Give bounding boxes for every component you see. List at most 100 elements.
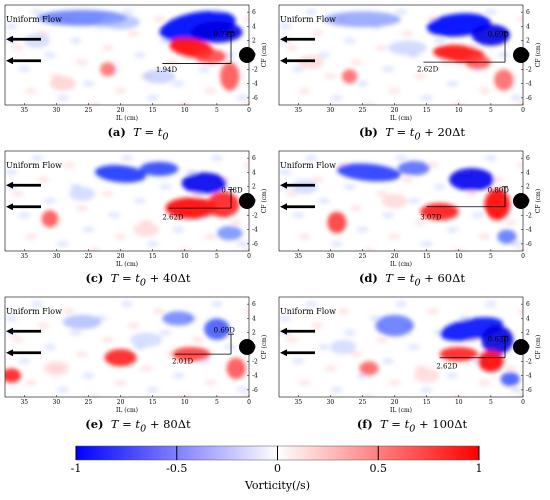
y-tick-label: 6 — [252, 155, 256, 162]
vortex-speckle — [31, 301, 44, 308]
vortex-blob — [500, 372, 520, 387]
vortex-speckle — [24, 87, 37, 94]
vortex-speckle — [24, 233, 37, 240]
y-axis-label: CF (cm) — [535, 43, 542, 67]
y-tick-label: 0 — [526, 52, 530, 59]
x-tick-label: 35 — [20, 107, 28, 114]
vorticity-field — [5, 301, 249, 397]
vortex-speckle — [420, 94, 433, 101]
vortex-speckle — [382, 212, 395, 219]
vortex-speckle — [243, 16, 249, 23]
vortex-speckle — [330, 240, 343, 247]
y-tick-label: -4 — [526, 373, 532, 380]
vortex-speckle — [37, 322, 50, 329]
x-axis-label: IL (cm) — [390, 407, 412, 414]
flow-arrowhead — [6, 35, 13, 43]
flow-label: Uniform Flow — [6, 307, 62, 316]
panel-letter: (d) — [358, 271, 378, 285]
vortex-speckle — [510, 94, 523, 101]
vortex-speckle — [236, 94, 249, 101]
spacing-label: 0.80D — [488, 186, 510, 194]
vortex-speckle — [395, 9, 407, 16]
spacing-label: 2.01D — [172, 357, 194, 365]
vortex-speckle — [11, 336, 24, 343]
vortex-speckle — [243, 102, 249, 105]
vortex-speckle — [5, 169, 18, 176]
vortex-speckle — [517, 248, 523, 251]
x-axis-label: IL (cm) — [116, 407, 138, 414]
vortex-speckle — [159, 183, 172, 190]
vortex-speckle — [433, 37, 446, 44]
vortex-speckle — [305, 9, 318, 16]
x-tick-label: 30 — [327, 253, 335, 260]
vortex-speckle — [76, 59, 89, 66]
vortex-speckle — [504, 365, 517, 372]
y-tick-label: -6 — [252, 241, 258, 248]
vortex-speckle — [82, 372, 95, 379]
y-tick-label: 6 — [526, 301, 530, 308]
vortex-speckle — [63, 308, 76, 315]
x-tick-label: 0 — [521, 107, 525, 114]
vortex-blob — [94, 165, 147, 183]
x-tick-label: 20 — [117, 399, 125, 406]
vortex-speckle — [56, 240, 69, 247]
vortex-speckle — [11, 190, 24, 197]
vortex-speckle — [172, 372, 185, 379]
vortex-blob — [24, 33, 50, 48]
y-tick-label: 2 — [526, 330, 530, 337]
vortex-speckle — [317, 198, 330, 204]
caption-sub: 0 — [139, 277, 147, 289]
vortex-speckle — [236, 386, 249, 393]
vorticity-field — [279, 301, 523, 397]
x-tick-label: 15 — [423, 399, 431, 406]
panel-f: Uniform Flow 2.62D 0.63D 35 30 25 20 15 10 5 0 IL (… — [276, 294, 548, 440]
flow-arrowhead — [280, 203, 287, 211]
vortex-speckle — [43, 344, 56, 350]
y-tick-label: 2 — [526, 184, 530, 191]
vortex-speckle — [210, 155, 223, 162]
vortex-speckle — [88, 394, 101, 397]
vortex-speckle — [446, 226, 459, 233]
y-tick-label: -2 — [526, 212, 532, 219]
vortex-speckle — [292, 212, 305, 219]
vortex-speckle — [172, 226, 185, 233]
vortex-speckle — [285, 190, 298, 197]
y-tick-label: 6 — [252, 9, 256, 16]
vortex-blob — [62, 314, 102, 330]
vortex-speckle — [324, 73, 337, 80]
vortex-speckle — [18, 358, 31, 365]
vortex-speckle — [292, 66, 305, 73]
vortex-blob — [388, 40, 427, 55]
vortex-speckle — [427, 162, 440, 169]
flow-arrowhead — [6, 57, 13, 65]
vortex-speckle — [69, 37, 82, 44]
spacing-label: 3.07D — [420, 214, 442, 222]
vortex-speckle — [433, 183, 446, 190]
x-axis-label: IL (cm) — [390, 261, 412, 268]
vortex-blob — [204, 318, 230, 340]
y-tick-label: -6 — [526, 241, 532, 248]
y-tick-label: -4 — [252, 81, 258, 88]
vortex-speckle — [114, 87, 127, 94]
vortex-speckle — [101, 336, 114, 343]
panel-e: Uniform Flow 2.01D 0.69D 35 30 25 20 15 10 5 0 IL (… — [2, 294, 274, 440]
vortex-speckle — [311, 176, 324, 183]
vortex-speckle — [343, 37, 356, 44]
caption-rest: + 20Δt — [420, 125, 466, 139]
colorbar: -1 -0.5 0 0.5 1 Vorticity(/s) — [71, 445, 483, 492]
vortex-speckle — [18, 212, 31, 219]
colorbar-tick-label: 1 — [476, 462, 483, 475]
flow-label: Uniform Flow — [280, 15, 336, 24]
vortex-blob — [381, 193, 408, 209]
y-tick-label: -2 — [252, 358, 258, 365]
vortex-speckle — [121, 9, 133, 16]
y-tick-label: -6 — [252, 387, 258, 394]
caption-sub: 0 — [140, 423, 147, 435]
x-tick-label: 35 — [20, 399, 28, 406]
caption-sub: 0 — [162, 131, 169, 143]
x-tick-label: 5 — [489, 107, 493, 114]
vortex-speckle — [311, 322, 324, 329]
